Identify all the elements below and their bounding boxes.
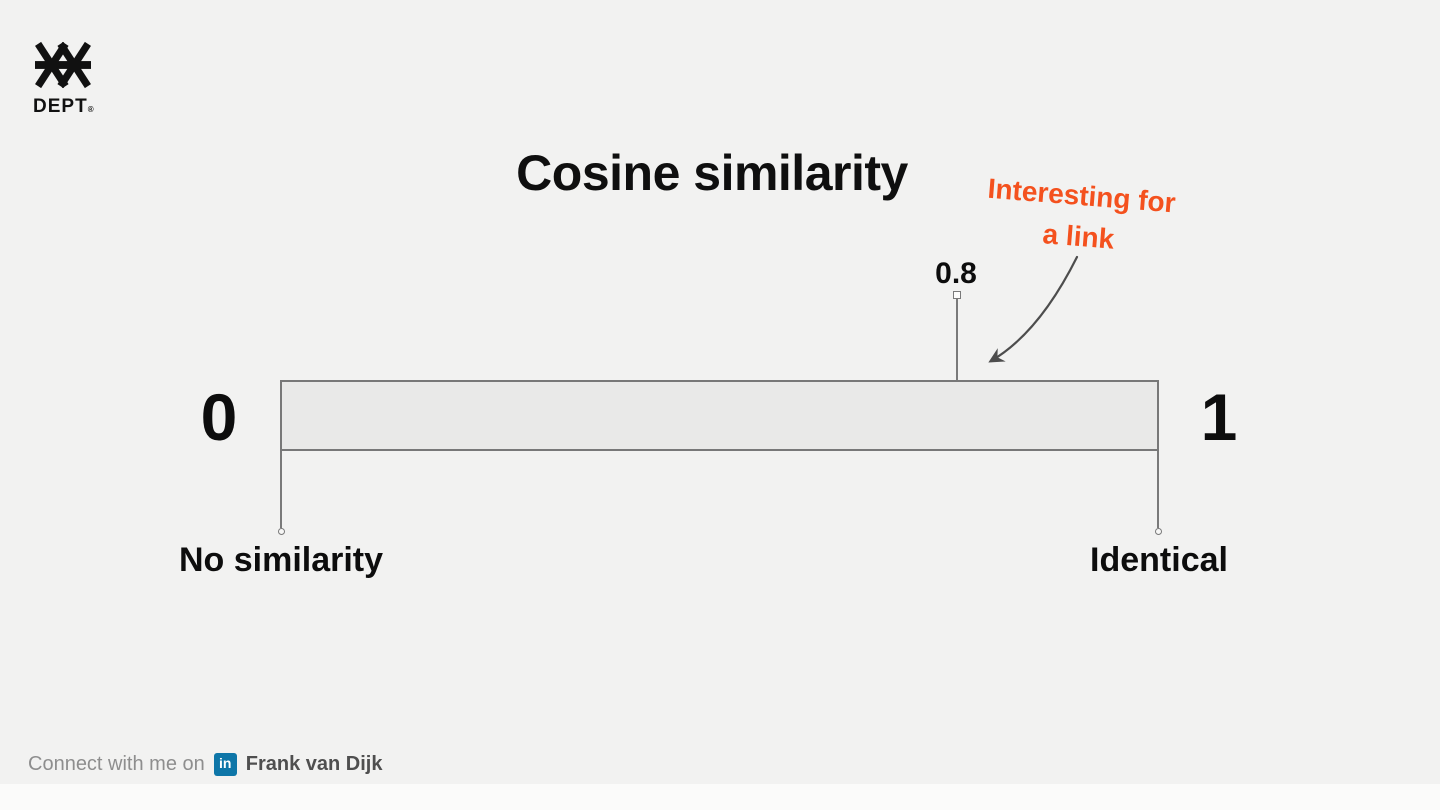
marker-value-label: 0.8 xyxy=(935,257,977,290)
dept-logo-mark-icon xyxy=(35,41,91,89)
linkedin-icon[interactable]: in xyxy=(213,752,237,776)
bottom-strip xyxy=(0,784,1440,810)
left-drop-line xyxy=(280,451,282,528)
registered-trademark-symbol: ® xyxy=(87,105,94,114)
footer: Connect with me on in Frank van Dijk xyxy=(28,751,382,777)
footer-profile-name[interactable]: Frank van Dijk xyxy=(245,753,383,775)
footer-connect-text: Connect with me on xyxy=(28,753,205,775)
scale-min-label: No similarity xyxy=(178,541,384,579)
marker-drop-line xyxy=(956,299,958,381)
right-drop-line xyxy=(1157,451,1159,528)
scale-max-value: 1 xyxy=(1200,380,1238,454)
similarity-scale-bar xyxy=(280,380,1159,451)
slide-title: Cosine similarity xyxy=(516,145,908,201)
marker-square xyxy=(953,291,961,299)
scale-min-value: 0 xyxy=(200,380,238,454)
curved-arrow-icon xyxy=(988,255,1079,363)
scale-max-label: Identical xyxy=(1090,541,1228,579)
left-endpoint-dot xyxy=(277,528,285,535)
right-endpoint-dot xyxy=(1154,528,1162,535)
dept-logo: DEPT® xyxy=(33,36,103,116)
linkedin-icon-glyph: in xyxy=(219,755,232,771)
dept-logo-text: DEPT® xyxy=(33,96,94,117)
